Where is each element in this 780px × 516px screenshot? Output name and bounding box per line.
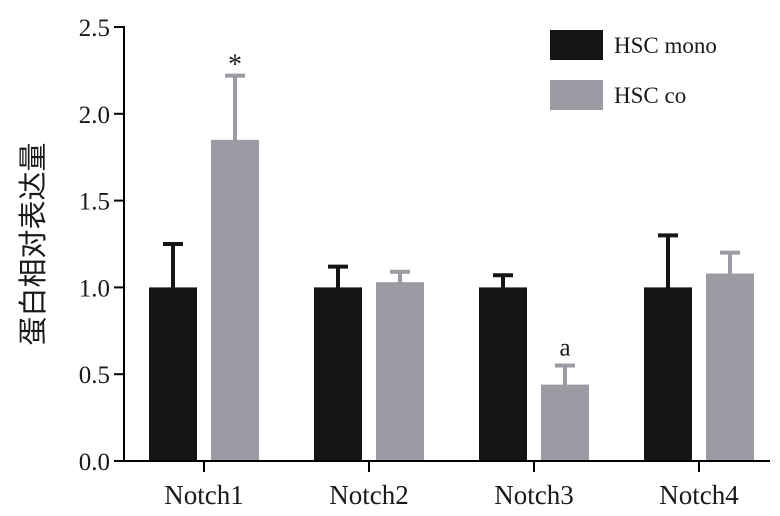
legend-label: HSC co xyxy=(614,83,686,108)
error-bars-layer xyxy=(163,73,740,386)
axes-layer xyxy=(123,26,770,462)
significance-marker: * xyxy=(228,50,242,81)
x-category-label-notch2: Notch2 xyxy=(329,480,408,510)
bar-notch1-hsc-co xyxy=(211,139,259,461)
bar-notch2-hsc-mono xyxy=(314,287,362,461)
x-category-label-notch4: Notch4 xyxy=(659,480,739,510)
annotations-layer: *a xyxy=(228,50,571,362)
legend: HSC mono HSC co xyxy=(550,30,717,110)
bar-notch1-hsc-mono xyxy=(149,287,197,461)
bar-notch3-hsc-mono xyxy=(479,287,527,461)
y-tick-label: 0.0 xyxy=(79,449,110,476)
bar-notch2-hsc-co xyxy=(376,282,424,461)
x-ticks-layer: Notch1 Notch2 Notch3 Notch4 xyxy=(164,461,739,510)
bar-notch4-hsc-mono xyxy=(644,287,692,461)
y-tick-label: 1.0 xyxy=(79,275,110,302)
y-tick-label: 0.5 xyxy=(79,362,110,389)
legend-label: HSC mono xyxy=(614,33,717,58)
legend-swatch-hsc-mono xyxy=(550,30,603,60)
y-axis-label: 蛋白相对表达量 xyxy=(16,142,50,345)
y-tick-label: 2.0 xyxy=(79,102,110,129)
y-tick-label: 2.5 xyxy=(79,15,110,42)
y-tick-label: 1.5 xyxy=(79,189,110,216)
y-ticks-layer: 0.0 0.5 1.0 1.5 2.0 2.5 xyxy=(79,15,124,476)
bar-notch4-hsc-co xyxy=(706,273,754,461)
significance-marker: a xyxy=(559,335,570,362)
bar-notch3-hsc-co xyxy=(541,384,589,461)
x-category-label-notch3: Notch3 xyxy=(494,480,573,510)
legend-swatch-hsc-co xyxy=(550,80,603,110)
x-category-label-notch1: Notch1 xyxy=(164,480,243,510)
bars-layer xyxy=(149,139,754,461)
